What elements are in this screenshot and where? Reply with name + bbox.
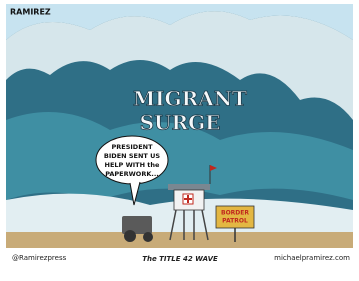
- caption: The TITLE 42 WAVE: [142, 255, 218, 263]
- signature: RAMIREZ: [10, 8, 51, 17]
- wave-text: SURGE: [140, 111, 221, 135]
- bubble-line: BIDEN SENT US: [104, 152, 160, 160]
- cartoon: RAMIREZ MIGRANT SURGE PRESIDENT BIDEN SE…: [0, 0, 359, 281]
- sand: [6, 232, 353, 248]
- bubble-line: HELP WITH the: [105, 161, 161, 169]
- bubble-line: PRESIDENT: [111, 143, 153, 151]
- website: michaelpramirez.com: [274, 254, 350, 262]
- sign-text: BORDER: [221, 210, 249, 217]
- wave-text: MIGRANT: [133, 87, 247, 111]
- bubble-line: PAPERWORK...: [105, 170, 159, 178]
- sign-text: PATROL: [222, 218, 248, 225]
- social-handle: @Ramirezpress: [12, 254, 67, 262]
